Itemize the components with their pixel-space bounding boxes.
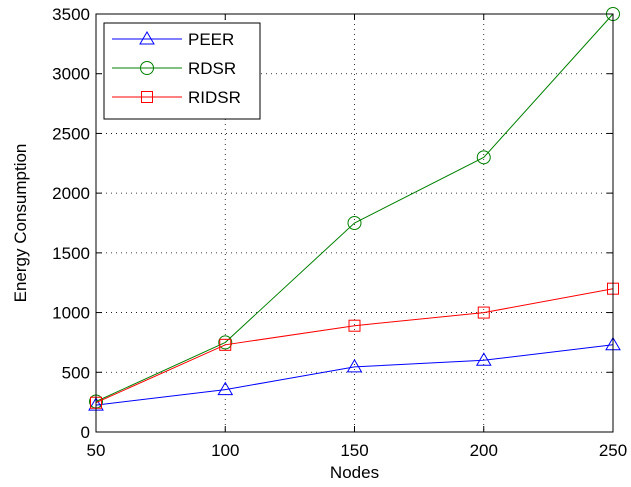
x-tick-label: 200	[470, 441, 498, 460]
x-tick-label: 250	[599, 441, 627, 460]
data-point-peer	[346, 358, 363, 373]
series-line-peer	[95, 344, 614, 406]
data-point-rdsr	[218, 335, 233, 350]
legend-item-rdsr: RDSR	[112, 59, 236, 78]
legend-marker-rdsr	[140, 61, 154, 75]
data-point-rdsr	[476, 150, 491, 165]
data-point-peer	[217, 381, 234, 396]
y-tick-label: 2500	[52, 124, 90, 143]
legend-marker-ridsr	[141, 91, 153, 103]
y-tick-label: 3500	[52, 5, 90, 24]
y-axis-title: Energy Consumption	[11, 144, 30, 303]
legend-item-ridsr: RIDSR	[112, 88, 241, 107]
data-point-ridsr	[477, 306, 490, 319]
x-tick-label: 100	[211, 441, 239, 460]
legend-item-peer: PEER	[112, 30, 234, 49]
grid	[96, 14, 613, 432]
series-line-ridsr	[95, 288, 614, 404]
data-point-rdsr	[347, 216, 362, 230]
legend-label-rdsr: RDSR	[188, 59, 236, 78]
series-peer	[88, 336, 621, 411]
y-tick-label: 500	[62, 363, 90, 382]
x-axis-title: Nodes	[330, 463, 379, 482]
legend: PEER RDSR RIDSR	[103, 22, 261, 120]
legend-label-peer: PEER	[188, 30, 234, 49]
y-tick-label: 2000	[52, 184, 90, 203]
x-tick-label: 50	[87, 441, 106, 460]
y-tick-label: 1500	[52, 244, 90, 263]
data-point-ridsr	[219, 338, 232, 351]
data-point-ridsr	[348, 319, 361, 332]
legend-marker-peer	[139, 31, 155, 45]
y-tick-label: 3000	[52, 65, 90, 84]
x-tick-label: 150	[340, 441, 368, 460]
y-tick-label: 0	[81, 423, 90, 442]
series-line-rdsr	[95, 13, 614, 402]
legend-label-ridsr: RIDSR	[188, 88, 241, 107]
data-point-peer	[475, 352, 492, 366]
y-tick-label: 1000	[52, 304, 90, 323]
axis-ticks: 50 100 150 200 25005001000150020002500300035…	[52, 5, 627, 460]
